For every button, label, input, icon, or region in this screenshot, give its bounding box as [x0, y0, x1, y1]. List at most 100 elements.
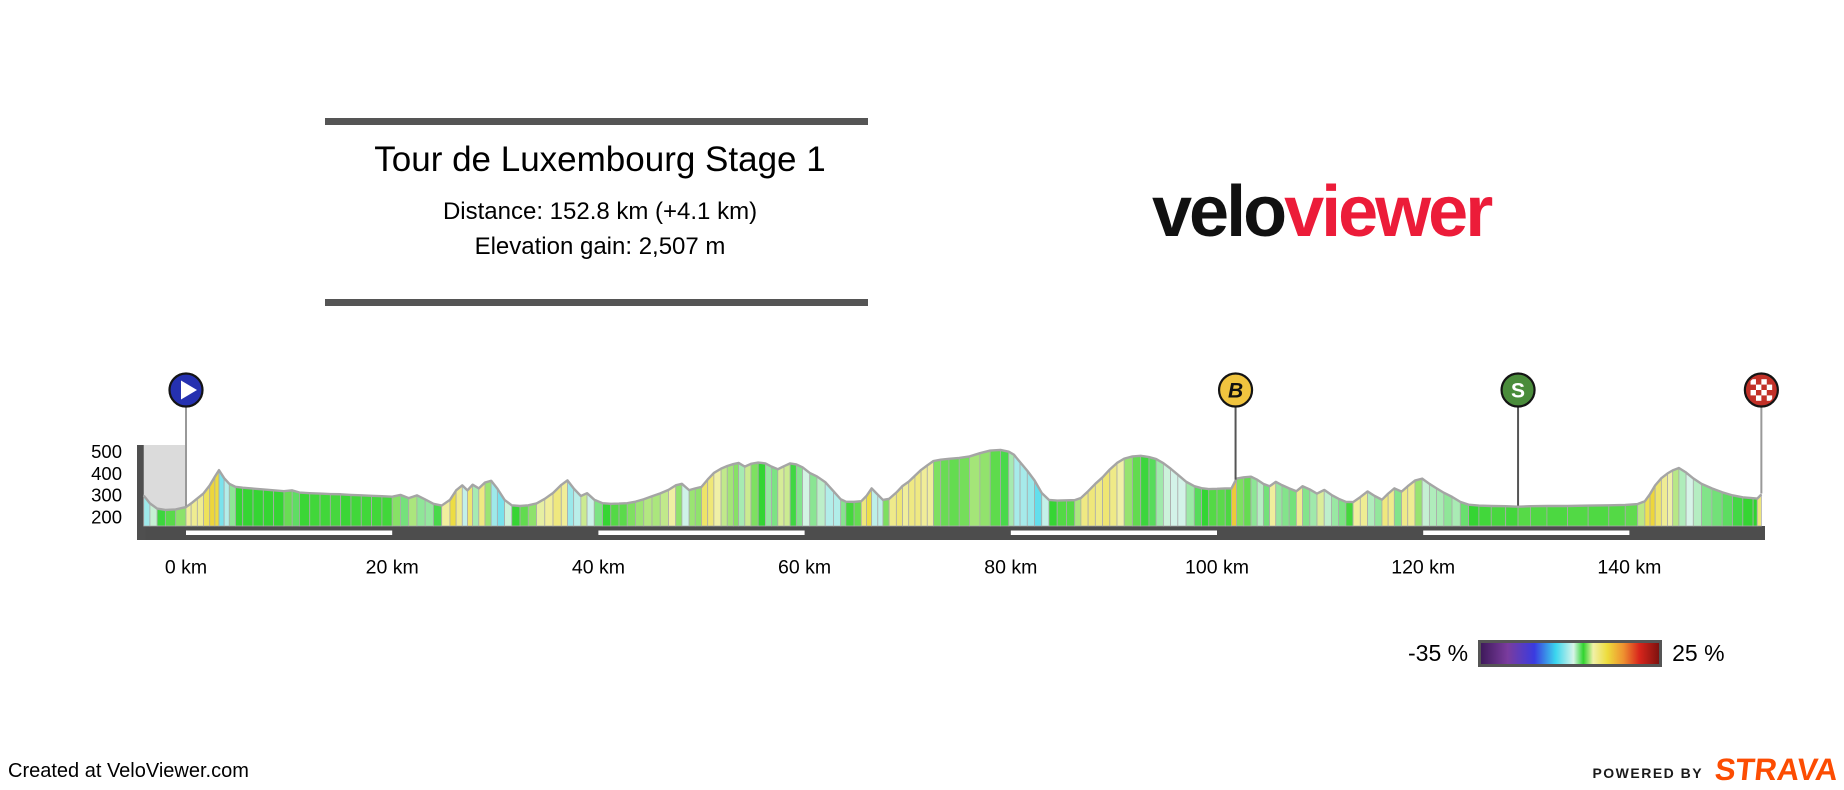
profile-segment: [1302, 485, 1311, 527]
profile-segment: [733, 462, 740, 527]
x-axis-bar: [137, 526, 1765, 540]
title-block: Tour de Luxembourg Stage 1 Distance: 152…: [180, 140, 1020, 264]
gradient-legend: -35 % 25 %: [1408, 640, 1725, 667]
profile-segment: [1428, 483, 1438, 527]
profile-segment: [242, 487, 254, 527]
profile-segment: [455, 484, 463, 527]
profile-segment: [1345, 501, 1354, 527]
x-tick-label: 40 km: [572, 557, 625, 579]
legend-max-label: 25 %: [1672, 640, 1725, 666]
profile-segment: [1140, 455, 1150, 527]
profile-segment: [1243, 476, 1252, 527]
profile-segment: [675, 483, 683, 527]
profile-segment: [1185, 480, 1195, 527]
profile-segment: [1701, 483, 1713, 527]
profile-segment: [1102, 468, 1111, 527]
profile-segment: [360, 494, 372, 527]
profile-segment: [519, 504, 529, 527]
profile-gradient-segments: [143, 449, 1762, 527]
profile-segment: [1132, 455, 1142, 527]
y-axis-bar: [137, 445, 146, 540]
profile-segment: [882, 498, 890, 527]
profile-segment: [156, 508, 166, 527]
profile-segment: [940, 458, 950, 527]
profile-segment: [643, 495, 653, 527]
profile-segment: [1288, 487, 1297, 527]
profile-segment: [707, 471, 715, 527]
profile-segment: [840, 498, 847, 527]
profile-segment: [1624, 503, 1639, 527]
profile-segment: [381, 495, 393, 527]
profile-segment: [1295, 485, 1303, 527]
bonus-sprint-marker-letter: B: [1228, 380, 1243, 403]
profile-segment: [1660, 472, 1668, 527]
profile-segment: [1201, 487, 1210, 527]
profile-segment: [1721, 491, 1733, 527]
profile-segment: [262, 489, 275, 527]
profile-segment: [726, 463, 734, 527]
profile-segment: [809, 472, 818, 527]
profile-segment: [694, 486, 702, 527]
profile-segment: [252, 488, 264, 527]
profile-segment: [400, 494, 410, 527]
play-icon: [181, 380, 197, 400]
profile-segment: [920, 464, 928, 527]
powered-by-strava: POWERED BY STRAVA: [1592, 752, 1839, 788]
profile-segment: [433, 503, 443, 527]
y-tick-label: 400: [91, 463, 122, 484]
profile-segment: [902, 480, 910, 527]
profile-segment: [511, 504, 521, 527]
profile-segment: [626, 501, 636, 527]
profile-segment: [1256, 478, 1264, 527]
profile-segment: [309, 492, 321, 527]
profile-segment: [1742, 496, 1754, 527]
profile-segment: [1000, 449, 1010, 527]
x-tick-label: 120 km: [1391, 557, 1455, 579]
profile-segment: [1490, 505, 1507, 527]
profile-segment: [1148, 456, 1157, 527]
x-tick-label: 80 km: [984, 557, 1037, 579]
profile-segment: [1587, 504, 1610, 527]
sprint-marker-circle: [1500, 372, 1536, 408]
veloviewer-logo-viewer: viewer: [1284, 172, 1493, 252]
x-axis-track-segment: [186, 530, 393, 535]
profile-segment: [461, 484, 468, 527]
profile-segment: [1275, 481, 1283, 527]
title-rule-top: [325, 118, 868, 125]
profile-segment: [560, 479, 568, 527]
profile-segment: [283, 489, 293, 527]
profile-segment: [1732, 494, 1744, 527]
profile-segment: [350, 494, 362, 527]
profile-segment: [299, 492, 311, 527]
profile-segment: [602, 502, 612, 527]
profile-segment: [1123, 455, 1133, 527]
elevation-gain-text: Elevation gain: 2,507 m: [474, 233, 726, 260]
profile-segment: [1637, 500, 1646, 527]
profile-segment: [273, 489, 285, 527]
profile-segment: [908, 474, 916, 527]
bonus-sprint-marker-circle: [1217, 372, 1254, 408]
profile-segment: [1407, 479, 1416, 527]
profile-segment: [1692, 477, 1702, 527]
profile-segment: [979, 450, 991, 527]
profile-segment: [1414, 478, 1423, 527]
profile-segment: [933, 459, 942, 527]
profile-segment: [1505, 505, 1519, 527]
profile-segment: [1155, 458, 1164, 527]
profile-segment: [853, 500, 862, 527]
profile-segment: [688, 487, 696, 527]
x-axis-track-segment: [598, 530, 805, 535]
profile-segment: [1013, 453, 1021, 527]
profile-segment: [795, 463, 803, 527]
profile-segment: [802, 466, 811, 527]
y-tick-label: 500: [91, 441, 122, 462]
profile-segment: [1216, 487, 1226, 527]
profile-segment: [1711, 487, 1723, 527]
profile-segment: [319, 493, 331, 527]
y-tick-label: 300: [91, 485, 122, 506]
profile-segment: [1567, 505, 1589, 527]
profile-segment: [777, 465, 785, 527]
profile-segment: [1262, 483, 1270, 527]
profile-segment: [1008, 450, 1015, 527]
